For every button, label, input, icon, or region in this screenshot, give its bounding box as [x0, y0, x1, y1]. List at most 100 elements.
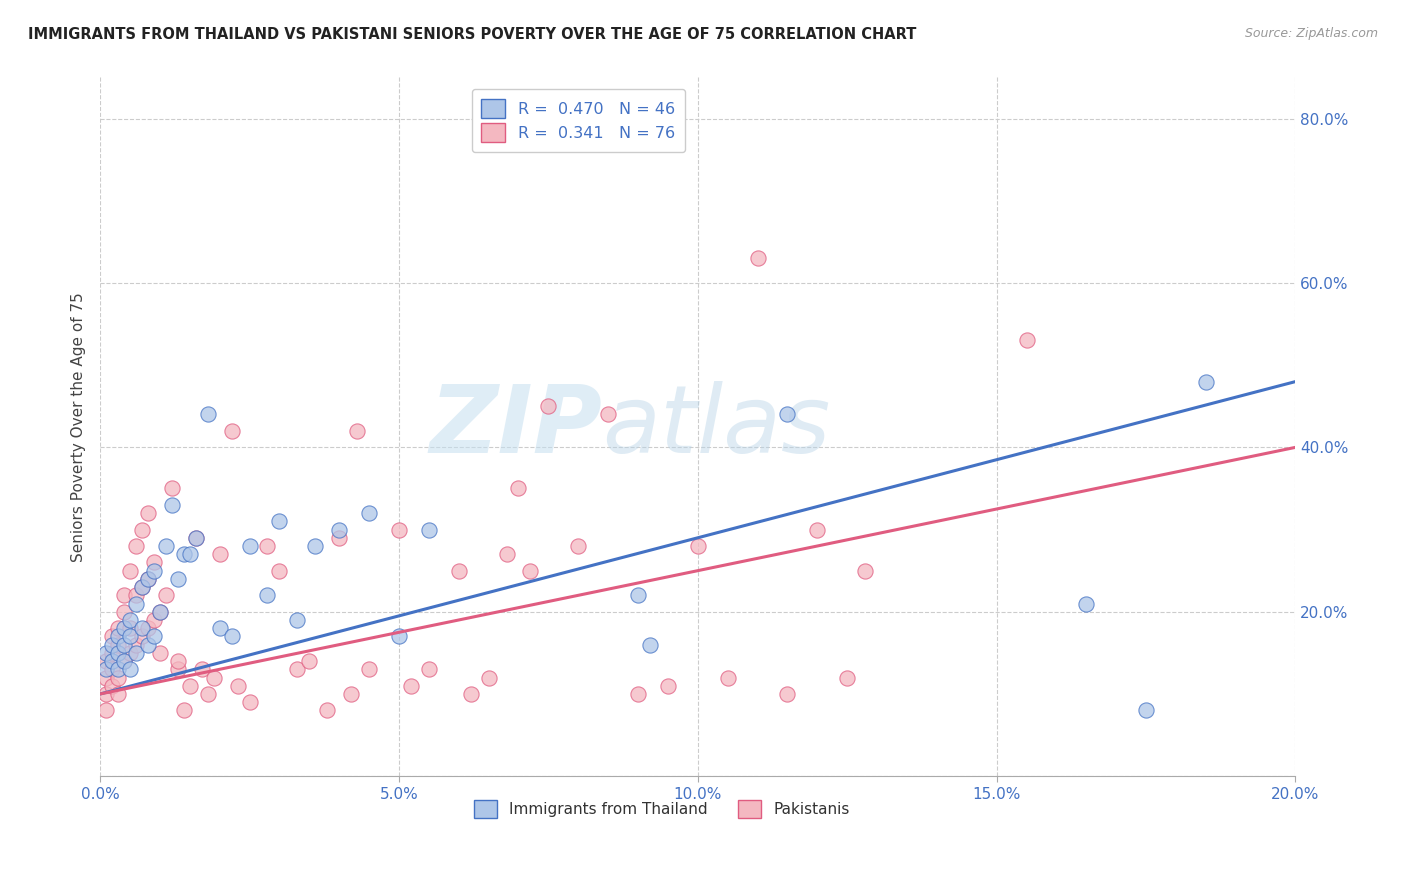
Text: ZIP: ZIP: [429, 381, 602, 473]
Point: [202, 671, 225, 685]
Point: [197, 687, 219, 701]
Point: [238, 695, 260, 709]
Point: [598, 408, 620, 422]
Point: [94, 646, 117, 660]
Text: IMMIGRANTS FROM THAILAND VS PAKISTANI SENIORS POVERTY OVER THE AGE OF 75 CORRELA: IMMIGRANTS FROM THAILAND VS PAKISTANI SE…: [28, 27, 917, 42]
Point: [142, 613, 165, 627]
Point: [112, 638, 135, 652]
Point: [101, 654, 124, 668]
Point: [190, 662, 212, 676]
Point: [142, 564, 165, 578]
Point: [1015, 334, 1038, 348]
Point: [519, 564, 541, 578]
Point: [197, 408, 219, 422]
Point: [131, 580, 153, 594]
Point: [495, 547, 517, 561]
Point: [776, 408, 799, 422]
Point: [388, 629, 411, 643]
Point: [166, 572, 188, 586]
Point: [806, 523, 828, 537]
Point: [112, 654, 135, 668]
Point: [112, 588, 135, 602]
Point: [1135, 703, 1157, 717]
Point: [131, 621, 153, 635]
Point: [208, 621, 231, 635]
Point: [131, 523, 153, 537]
Point: [388, 523, 411, 537]
Point: [101, 646, 124, 660]
Point: [136, 506, 159, 520]
Point: [238, 539, 260, 553]
Point: [359, 506, 381, 520]
Point: [107, 621, 129, 635]
Point: [418, 662, 440, 676]
Point: [125, 638, 148, 652]
Point: [304, 539, 326, 553]
Point: [107, 671, 129, 685]
Point: [118, 613, 141, 627]
Point: [131, 580, 153, 594]
Point: [359, 662, 381, 676]
Point: [316, 703, 339, 717]
Point: [94, 703, 117, 717]
Point: [340, 687, 363, 701]
Point: [125, 588, 148, 602]
Point: [747, 252, 769, 266]
Point: [131, 629, 153, 643]
Point: [285, 613, 308, 627]
Text: Source: ZipAtlas.com: Source: ZipAtlas.com: [1244, 27, 1378, 40]
Point: [460, 687, 482, 701]
Point: [142, 556, 165, 570]
Point: [94, 654, 117, 668]
Legend: Immigrants from Thailand, Pakistanis: Immigrants from Thailand, Pakistanis: [468, 794, 856, 824]
Point: [627, 687, 650, 701]
Point: [136, 572, 159, 586]
Point: [94, 671, 117, 685]
Point: [94, 687, 117, 701]
Point: [269, 514, 291, 528]
Point: [173, 547, 195, 561]
Point: [118, 662, 141, 676]
Point: [101, 662, 124, 676]
Point: [853, 564, 876, 578]
Point: [447, 564, 470, 578]
Point: [221, 629, 243, 643]
Point: [94, 662, 117, 676]
Point: [1076, 597, 1098, 611]
Point: [256, 588, 278, 602]
Point: [328, 523, 350, 537]
Point: [112, 621, 135, 635]
Point: [149, 605, 172, 619]
Point: [717, 671, 740, 685]
Point: [125, 597, 148, 611]
Point: [269, 564, 291, 578]
Point: [298, 654, 321, 668]
Point: [155, 588, 177, 602]
Point: [118, 621, 141, 635]
Point: [166, 654, 188, 668]
Point: [142, 629, 165, 643]
Point: [136, 621, 159, 635]
Point: [179, 679, 201, 693]
Point: [173, 703, 195, 717]
Point: [638, 638, 661, 652]
Point: [399, 679, 422, 693]
Point: [160, 482, 183, 496]
Point: [149, 646, 172, 660]
Point: [166, 662, 188, 676]
Point: [112, 605, 135, 619]
Point: [136, 572, 159, 586]
Point: [776, 687, 799, 701]
Point: [328, 531, 350, 545]
Point: [508, 482, 530, 496]
Point: [160, 498, 183, 512]
Point: [107, 638, 129, 652]
Y-axis label: Seniors Poverty Over the Age of 75: Seniors Poverty Over the Age of 75: [72, 292, 86, 562]
Point: [149, 605, 172, 619]
Point: [837, 671, 859, 685]
Point: [118, 564, 141, 578]
Point: [112, 654, 135, 668]
Point: [567, 539, 589, 553]
Point: [418, 523, 440, 537]
Point: [478, 671, 501, 685]
